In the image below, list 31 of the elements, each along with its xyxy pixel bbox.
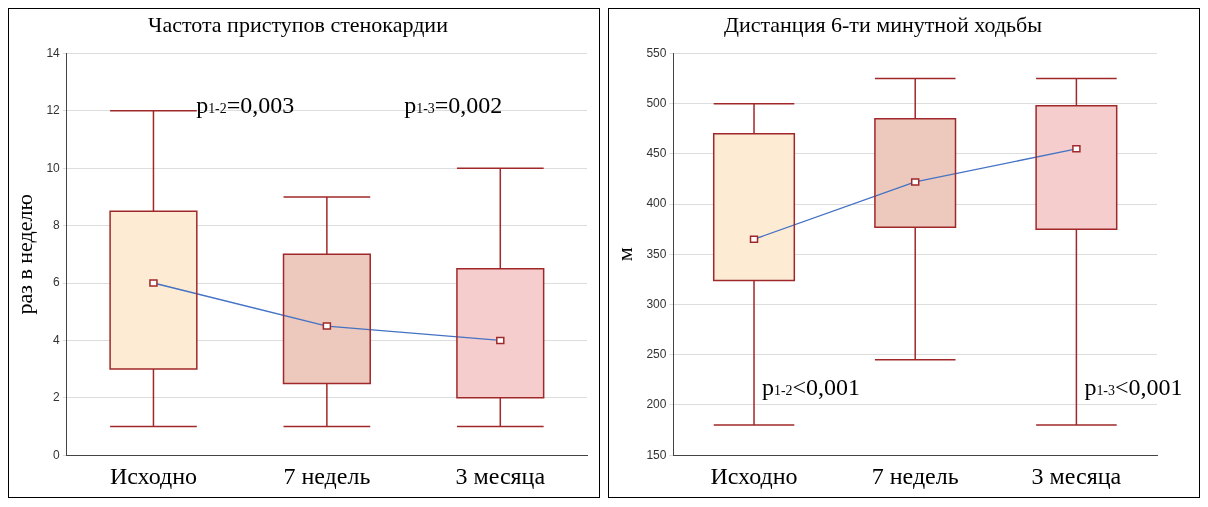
y-tick-label: 250 — [646, 347, 667, 362]
x-tick-label: Исходно — [710, 462, 798, 489]
y-tick-label: 300 — [646, 296, 667, 311]
annotation: p1-2<0,001 — [762, 374, 861, 401]
x-tick-label: 3 месяца — [455, 462, 546, 489]
y-tick-label: 2 — [53, 390, 61, 405]
x-tick-label: 7 недель — [871, 462, 959, 489]
y-tick-label: 450 — [646, 146, 667, 161]
y-tick-label: 10 — [46, 160, 61, 175]
y-tick-label: 150 — [646, 447, 667, 462]
y-tick-label: 4 — [53, 332, 61, 347]
y-tick-label: 550 — [646, 45, 667, 60]
x-tick-label: 7 недель — [283, 462, 371, 489]
y-tick-label: 8 — [53, 217, 61, 232]
annotation: p1-2=0,003 — [196, 92, 295, 119]
x-tick-label: 3 месяца — [1031, 462, 1122, 489]
annotation: p1-3<0,001 — [1084, 374, 1183, 401]
chart-title: Дистанция 6-ти минутной ходьбы — [723, 11, 1043, 37]
annotation: p1-3=0,002 — [404, 92, 503, 119]
y-tick-label: 6 — [53, 275, 61, 290]
x-tick-label: Исходно — [109, 462, 198, 489]
y-axis-title: раз в неделю — [11, 194, 37, 315]
y-tick-label: 350 — [646, 246, 667, 261]
y-tick-label: 500 — [646, 95, 667, 110]
y-tick-label: 14 — [46, 45, 61, 60]
y-axis-title: м — [611, 247, 637, 262]
y-tick-label: 400 — [646, 196, 667, 211]
y-tick-label: 0 — [53, 447, 61, 462]
y-tick-label: 12 — [46, 103, 61, 118]
chart-title: Частота приступов стенокардии — [148, 11, 449, 37]
y-tick-label: 200 — [646, 397, 667, 412]
